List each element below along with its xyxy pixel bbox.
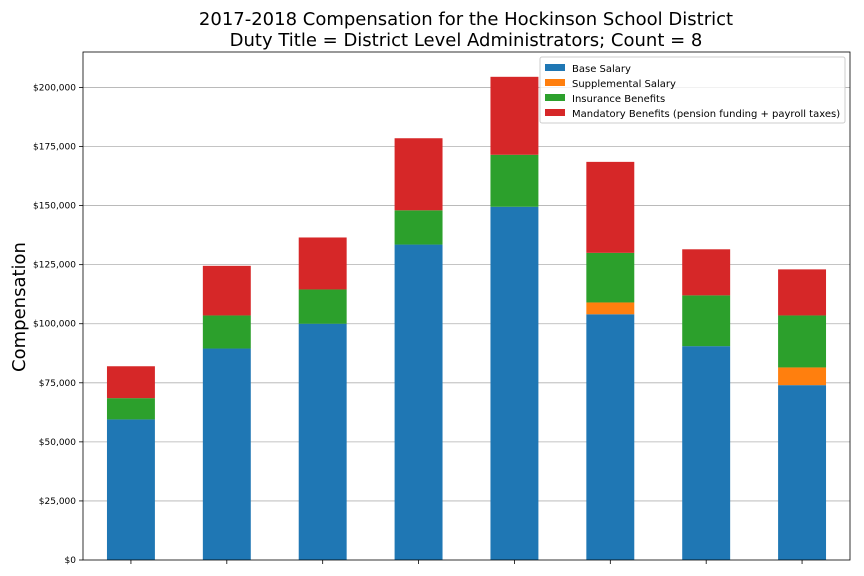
y-tick-label: $175,000 (33, 143, 76, 153)
y-tick-label: $150,000 (33, 202, 76, 212)
legend-box (539, 56, 846, 124)
bar-segment-base-salary-4 (490, 206, 539, 560)
bar-segment-mandatory-benefits-pension-funding-payroll-taxes-7 (778, 269, 827, 316)
bar-segment-mandatory-benefits-pension-funding-payroll-taxes-3 (394, 138, 443, 211)
legend-swatch (545, 109, 565, 116)
legend-entry: Insurance Benefits (572, 94, 665, 105)
bar-segment-base-salary-5 (586, 314, 635, 560)
bar-segment-base-salary-0 (106, 419, 155, 560)
bar-segment-insurance-benefits-7 (778, 315, 827, 368)
legend-swatch (545, 94, 565, 101)
legend-entry: Base Salary (572, 64, 631, 75)
y-tick-label: $50,000 (39, 438, 76, 448)
bar-segment-insurance-benefits-4 (490, 154, 539, 207)
bars (106, 76, 827, 560)
bar-segment-supplemental-salary-5 (586, 302, 635, 315)
bar-segment-base-salary-6 (682, 346, 731, 560)
chart-title: 2017-2018 Compensation for the Hockinson… (199, 9, 733, 51)
bar-segment-base-salary-1 (202, 348, 251, 560)
chart-title-line-2: Duty Title = District Level Administrato… (230, 30, 703, 51)
y-tick-label: $125,000 (33, 261, 76, 271)
bar-segment-mandatory-benefits-pension-funding-payroll-taxes-5 (586, 161, 635, 253)
bar-segment-mandatory-benefits-pension-funding-payroll-taxes-6 (682, 249, 731, 296)
legend-entry: Mandatory Benefits (pension funding + pa… (572, 109, 840, 120)
axes: $0 $25,000 $50,000 $75,000 $100,000 $125,000 $… (33, 51, 851, 566)
y-tick-label: $25,000 (39, 497, 76, 507)
bar-segment-insurance-benefits-3 (394, 210, 443, 245)
y-tick-label: $200,000 (33, 83, 76, 93)
bar-segment-supplemental-salary-7 (778, 367, 827, 386)
legend-swatch (545, 79, 565, 86)
bar-segment-base-salary-3 (394, 244, 443, 560)
y-tick-label: $100,000 (33, 320, 76, 330)
bar-segment-insurance-benefits-1 (202, 315, 251, 349)
grid-lines (83, 87, 850, 502)
bar-segment-insurance-benefits-2 (298, 289, 347, 324)
bar-segment-mandatory-benefits-pension-funding-payroll-taxes-0 (106, 366, 155, 399)
y-tick-label: $0 (65, 556, 77, 566)
legend-entry: Supplemental Salary (572, 79, 676, 90)
bar-segment-insurance-benefits-5 (586, 252, 635, 303)
legend: Base Salary Supplemental Salary Insurance … (539, 56, 846, 124)
bar-segment-insurance-benefits-0 (106, 398, 155, 420)
axes-frame (82, 51, 851, 561)
bar-segment-mandatory-benefits-pension-funding-payroll-taxes-2 (298, 237, 347, 290)
bar-segment-mandatory-benefits-pension-funding-payroll-taxes-1 (202, 265, 251, 316)
chart-title-line-1: 2017-2018 Compensation for the Hockinson… (199, 9, 733, 30)
bar-segment-base-salary-7 (778, 385, 827, 560)
bar-segment-mandatory-benefits-pension-funding-payroll-taxes-4 (490, 76, 539, 155)
y-tick-label: $75,000 (39, 379, 76, 389)
legend-swatch (545, 64, 565, 71)
bar-segment-insurance-benefits-6 (682, 295, 731, 347)
y-axis-label: Compensation (9, 242, 30, 372)
bar-segment-base-salary-2 (298, 323, 347, 560)
